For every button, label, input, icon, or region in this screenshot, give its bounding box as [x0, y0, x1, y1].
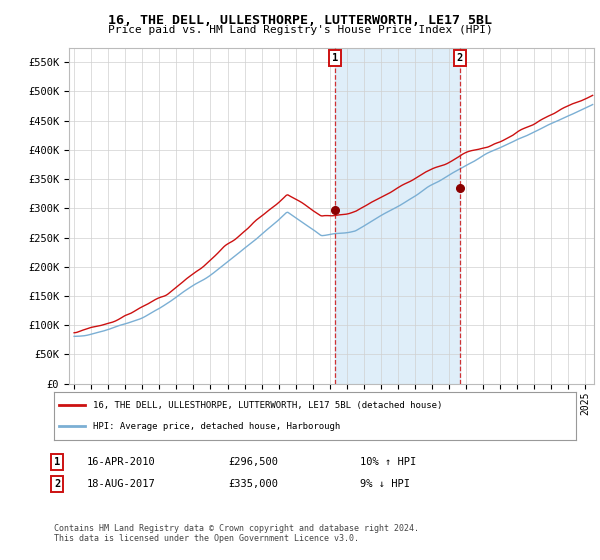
Text: 10% ↑ HPI: 10% ↑ HPI [360, 457, 416, 467]
Text: 18-AUG-2017: 18-AUG-2017 [87, 479, 156, 489]
Text: 16, THE DELL, ULLESTHORPE, LUTTERWORTH, LE17 5BL: 16, THE DELL, ULLESTHORPE, LUTTERWORTH, … [108, 14, 492, 27]
Text: £296,500: £296,500 [228, 457, 278, 467]
Text: 2: 2 [457, 53, 463, 63]
Text: 16, THE DELL, ULLESTHORPE, LUTTERWORTH, LE17 5BL (detached house): 16, THE DELL, ULLESTHORPE, LUTTERWORTH, … [93, 401, 443, 410]
Text: Price paid vs. HM Land Registry's House Price Index (HPI): Price paid vs. HM Land Registry's House … [107, 25, 493, 35]
Text: HPI: Average price, detached house, Harborough: HPI: Average price, detached house, Harb… [93, 422, 340, 431]
Text: 9% ↓ HPI: 9% ↓ HPI [360, 479, 410, 489]
Text: £335,000: £335,000 [228, 479, 278, 489]
Text: 1: 1 [332, 53, 338, 63]
Text: 2: 2 [54, 479, 60, 489]
Bar [335, 48, 460, 384]
Text: 16-APR-2010: 16-APR-2010 [87, 457, 156, 467]
Text: Contains HM Land Registry data © Crown copyright and database right 2024.
This d: Contains HM Land Registry data © Crown c… [54, 524, 419, 543]
Text: 1: 1 [54, 457, 60, 467]
